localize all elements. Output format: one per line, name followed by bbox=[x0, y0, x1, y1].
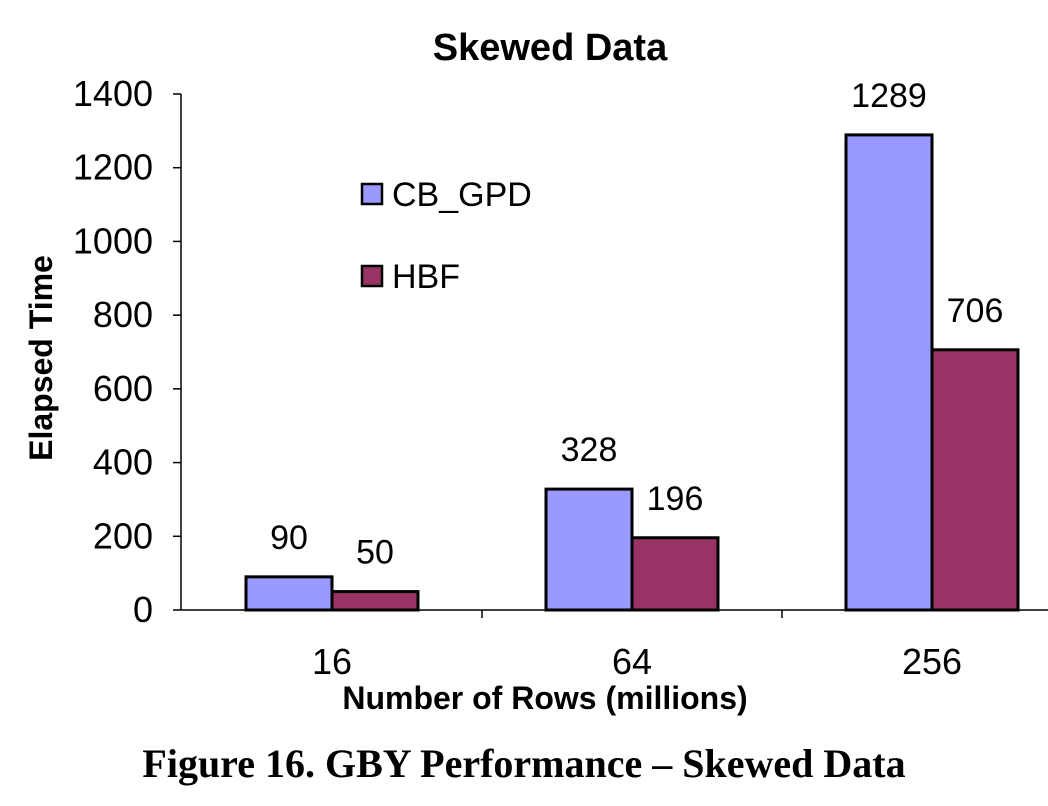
y-tick-label: 200 bbox=[93, 515, 153, 556]
data-label: 90 bbox=[270, 519, 308, 557]
y-tick-label: 400 bbox=[93, 442, 153, 483]
bar-cb-gpd bbox=[544, 487, 634, 612]
y-tick-label: 1000 bbox=[73, 220, 153, 261]
x-tick-label: 256 bbox=[902, 641, 962, 682]
chart-title: Skewed Data bbox=[433, 27, 668, 69]
y-tick-label: 0 bbox=[133, 589, 153, 630]
y-tick-label: 600 bbox=[93, 368, 153, 409]
x-axis-title: Number of Rows (millions) bbox=[342, 680, 747, 716]
data-label: 1289 bbox=[851, 77, 927, 115]
y-axis-title: Elapsed Time bbox=[23, 255, 59, 461]
y-tick-label: 800 bbox=[93, 294, 153, 335]
x-tick-label: 64 bbox=[612, 641, 652, 682]
bar-cb-gpd bbox=[244, 575, 334, 612]
x-tick-label: 16 bbox=[312, 641, 352, 682]
data-label: 706 bbox=[947, 292, 1004, 330]
bar-hbf bbox=[630, 536, 720, 612]
data-label: 196 bbox=[647, 480, 704, 518]
legend-label: HBF bbox=[392, 258, 460, 296]
legend-swatch bbox=[360, 182, 384, 206]
y-tick-label: 1400 bbox=[73, 73, 153, 114]
bar-hbf bbox=[930, 348, 1020, 612]
bar-cb-gpd bbox=[844, 133, 934, 612]
chart: Skewed Data Elapsed Time Number of Rows … bbox=[23, 27, 1048, 716]
legend-label: CB_GPD bbox=[392, 176, 532, 214]
figure-caption: Figure 16. GBY Performance – Skewed Data bbox=[142, 741, 906, 786]
data-label: 50 bbox=[356, 534, 394, 572]
data-label: 328 bbox=[561, 431, 618, 469]
legend-swatch bbox=[360, 264, 384, 288]
y-tick-label: 1200 bbox=[73, 147, 153, 188]
plot-area: 0 200 400 600 800 1000 1200 1400 16 64 256 90 328 128… bbox=[73, 73, 1048, 682]
bar-hbf bbox=[330, 590, 420, 612]
